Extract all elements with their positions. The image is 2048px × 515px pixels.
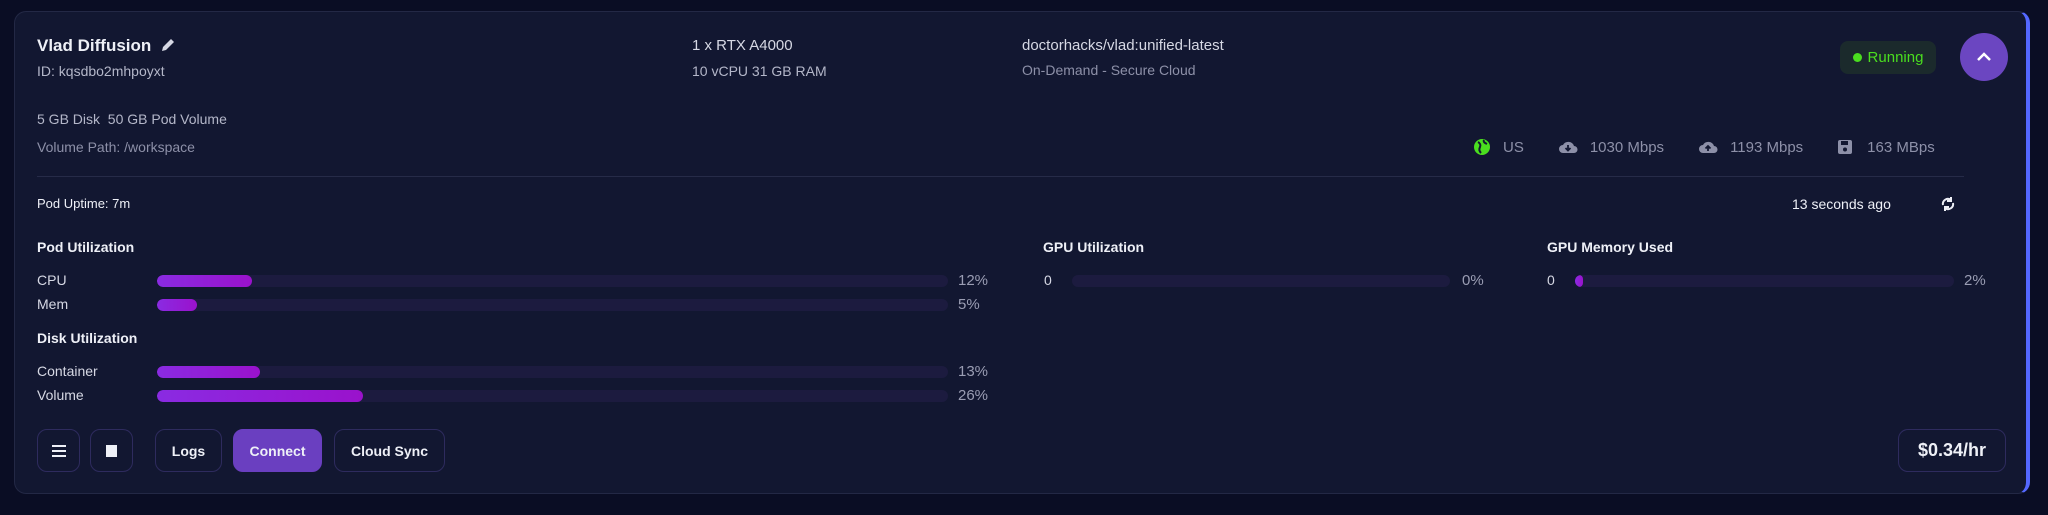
status-badge: Running — [1840, 41, 1936, 74]
volume-path: Volume Path: /workspace — [37, 139, 195, 155]
gpu-memory-title: GPU Memory Used — [1547, 239, 1674, 255]
cpu-label: CPU — [37, 272, 67, 288]
gpu-memory-bar-fill — [1575, 275, 1583, 287]
cpu-bar-fill — [157, 275, 252, 287]
status-text: Running — [1867, 49, 1924, 66]
upload-speed: 1193 Mbps — [1730, 138, 1804, 156]
gpu-utilization-bar — [1072, 275, 1450, 287]
stop-icon — [106, 444, 117, 457]
disk-utilization-title: Disk Utilization — [37, 330, 138, 346]
container-image: doctorhacks/vlad:unified-latest — [1022, 37, 1224, 54]
pod-card — [14, 11, 2030, 494]
cpu-percent: 12% — [958, 272, 989, 289]
gpu-utilization-label: 0 — [1044, 272, 1052, 288]
connect-button[interactable]: Connect — [233, 429, 322, 472]
network-stats: US 1030 Mbps 1193 Mbps 163 MBps — [1473, 138, 1935, 156]
volume-percent: 26% — [958, 387, 989, 404]
mem-percent: 5% — [958, 296, 980, 313]
disk-size: 5 GB Disk — [37, 111, 101, 127]
pod-id: ID: kqsdbo2mhpoyxt — [37, 63, 165, 79]
upload-icon — [1699, 141, 1718, 153]
gpu-memory-bar — [1575, 275, 1954, 287]
pod-name: Vlad Diffusion — [37, 36, 152, 55]
gpu-memory-percent: 2% — [1964, 272, 1986, 289]
logs-button[interactable]: Logs — [155, 429, 222, 472]
gpu-type: 1 x RTX A4000 — [692, 37, 793, 54]
price-badge: $0.34/hr — [1898, 429, 2006, 472]
container-label: Container — [37, 363, 98, 379]
refresh-icon — [1941, 197, 1955, 211]
volume-bar — [157, 390, 948, 402]
menu-button[interactable] — [37, 429, 80, 472]
gpu-utilization-percent: 0% — [1462, 272, 1484, 289]
hamburger-menu-icon — [51, 444, 66, 457]
download-icon — [1558, 141, 1578, 153]
pod-specs: 10 vCPU 31 GB RAM — [692, 63, 827, 79]
floppy-disk-icon — [1838, 140, 1853, 154]
cloud-type: On-Demand - Secure Cloud — [1022, 62, 1196, 78]
mem-bar-fill — [157, 299, 197, 311]
container-bar-fill — [157, 366, 260, 378]
pod-utilization-title: Pod Utilization — [37, 239, 135, 255]
stop-button[interactable] — [90, 429, 133, 472]
volume-size: 50 GB Pod Volume — [107, 111, 227, 127]
pod-uptime: Pod Uptime: 7m — [37, 196, 131, 211]
divider — [37, 176, 1964, 177]
mem-label: Mem — [37, 296, 69, 312]
download-speed: 1030 Mbps — [1589, 138, 1665, 156]
gpu-utilization-title: GPU Utilization — [1043, 239, 1145, 255]
storage-info: 5 GB Disk 50 GB Pod Volume — [37, 111, 227, 127]
last-updated: 13 seconds ago — [1792, 196, 1891, 212]
refresh-button[interactable] — [1939, 195, 1957, 213]
globe-icon — [1474, 139, 1490, 155]
region: US — [1503, 138, 1524, 156]
collapse-button[interactable] — [1960, 33, 2008, 81]
chevron-up-icon — [1977, 52, 1991, 61]
container-percent: 13% — [958, 363, 989, 380]
status-dot-icon — [1852, 53, 1862, 62]
edit-icon[interactable] — [160, 37, 176, 53]
volume-bar-fill — [157, 390, 363, 402]
mem-bar — [157, 299, 948, 311]
volume-label: Volume — [37, 387, 84, 403]
cloud-sync-button[interactable]: Cloud Sync — [334, 429, 445, 472]
container-bar — [157, 366, 948, 378]
disk-speed: 163 MBps — [1867, 138, 1935, 156]
gpu-memory-label: 0 — [1547, 272, 1555, 288]
cpu-bar — [157, 275, 948, 287]
